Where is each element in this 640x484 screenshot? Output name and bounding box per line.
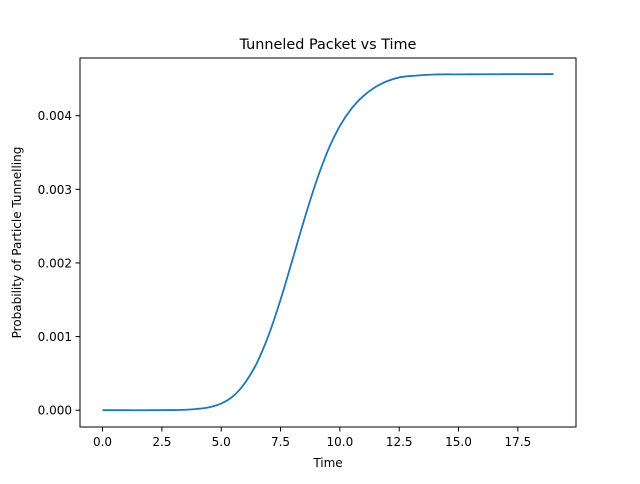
y-axis-label: Probability of Particle Tunnelling: [10, 147, 24, 339]
x-axis-ticks: 0.0 2.5 5.0 7.5 10.0 12.5 15.0 17.5: [93, 427, 531, 449]
x-tick-label: 12.5: [386, 435, 413, 449]
y-tick-label: 0.001: [38, 330, 72, 344]
x-tick-label: 0.0: [93, 435, 112, 449]
x-tick-label: 7.5: [271, 435, 290, 449]
x-tick-label: 5.0: [212, 435, 231, 449]
x-tick-label: 17.5: [504, 435, 531, 449]
y-tick-label: 0.000: [38, 404, 72, 418]
x-axis-label: Time: [312, 456, 342, 470]
chart-title: Tunneled Packet vs Time: [239, 37, 417, 53]
plot-area-frame: [79, 57, 577, 428]
y-tick-label: 0.002: [38, 256, 72, 270]
y-axis-ticks: 0.000 0.001 0.002 0.003 0.004: [38, 109, 80, 418]
series-line-0: [102, 73, 554, 412]
y-tick-label: 0.004: [38, 109, 72, 123]
x-tick-label: 10.0: [327, 435, 354, 449]
y-tick-label: 0.003: [38, 183, 72, 197]
x-tick-label: 15.0: [445, 435, 472, 449]
series-layer: [102, 73, 554, 412]
x-tick-label: 2.5: [152, 435, 171, 449]
